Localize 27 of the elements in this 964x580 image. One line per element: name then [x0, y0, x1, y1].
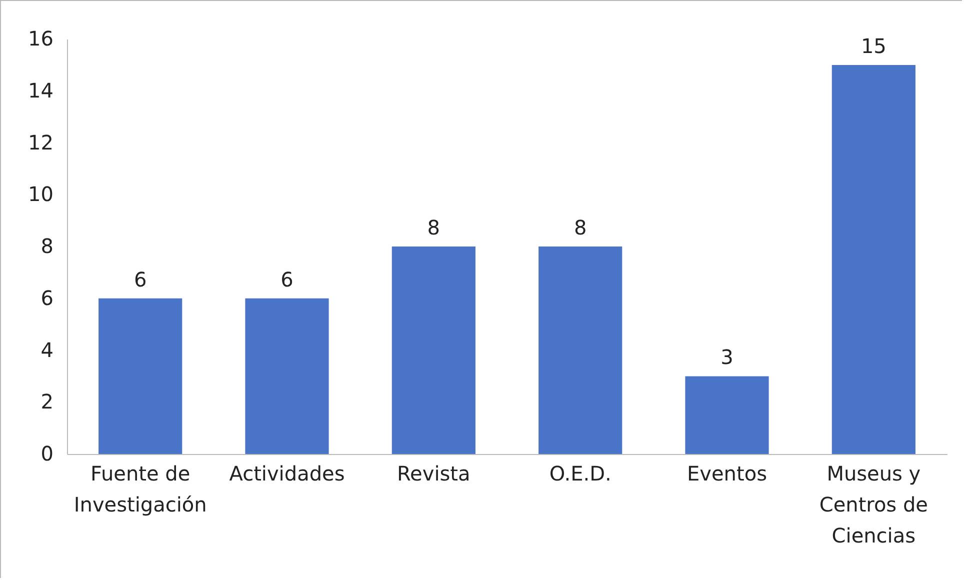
- bar: [392, 246, 476, 454]
- x-tick-label: Fuente de Investigación: [74, 462, 207, 516]
- y-tick-label: 0: [40, 442, 54, 466]
- data-label: 3: [720, 345, 734, 370]
- data-label: 8: [427, 216, 440, 240]
- y-tick-label: 12: [28, 130, 54, 154]
- x-tick-label: Museus y Centros de Ciencias: [819, 462, 928, 548]
- data-label: 8: [574, 216, 587, 240]
- bar: [538, 246, 622, 454]
- data-label: 6: [280, 267, 294, 292]
- y-tick-label: 14: [28, 78, 54, 102]
- bar: [832, 64, 916, 454]
- x-tick-label: Eventos: [687, 462, 767, 486]
- data-label: 15: [860, 34, 886, 58]
- x-tick-label: Revista: [397, 462, 470, 486]
- y-tick-label: 16: [28, 26, 54, 50]
- x-tick-label: O.E.D.: [549, 462, 612, 486]
- bar: [98, 298, 182, 454]
- y-tick-label: 6: [40, 286, 54, 310]
- bar: [245, 298, 329, 454]
- y-tick-label: 8: [40, 234, 54, 258]
- y-tick-label: 2: [40, 390, 54, 414]
- y-tick-label: 10: [28, 182, 54, 206]
- y-tick-label: 4: [40, 338, 54, 362]
- x-tick-label: Actividades: [229, 462, 345, 486]
- bar: [685, 376, 769, 454]
- data-label: 6: [134, 267, 147, 292]
